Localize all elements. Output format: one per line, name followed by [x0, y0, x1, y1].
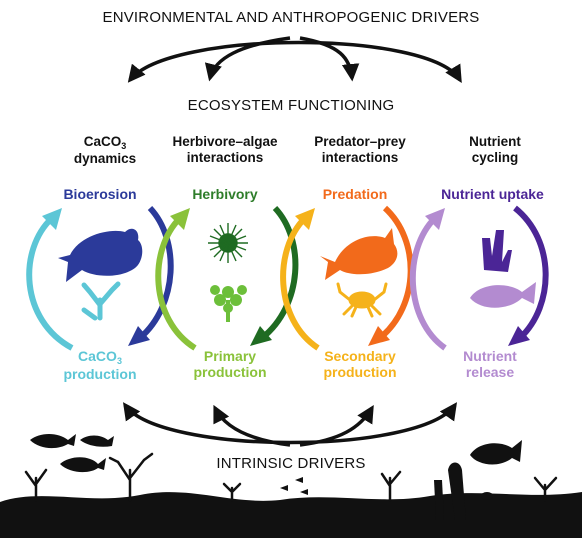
- sea-urchin-icon: [208, 223, 248, 263]
- label-caco3-production: CaCO3 production: [63, 348, 137, 383]
- coral-icon: [81, 281, 121, 321]
- cycle-caco3: [26, 205, 174, 351]
- crab-icon: [336, 282, 388, 318]
- sponge-icon: [482, 230, 512, 272]
- label-predation: Predation: [322, 186, 388, 202]
- algae-icon: [210, 285, 247, 322]
- top-driver-arrows: [127, 36, 462, 83]
- category-caco3-dynamics: CaCO3 dynamics: [73, 134, 137, 167]
- bottom-driver-arrows: [122, 402, 458, 447]
- label-herbivory: Herbivory: [192, 186, 258, 202]
- reef-silhouette: [0, 434, 582, 538]
- category-nutrient-cycling: Nutrient cycling: [469, 134, 521, 165]
- parrotfish-icon: [58, 228, 143, 282]
- heading-ecosystem-functioning: ECOSYSTEM FUNCTIONING: [187, 97, 395, 114]
- category-herbivore-algae: Herbivore–algae interactions: [172, 134, 278, 165]
- grouper-fish-icon: [320, 228, 398, 280]
- cycle-herbivory: [155, 205, 299, 351]
- fish-icon: [470, 282, 536, 308]
- label-nutrient-uptake: Nutrient uptake: [441, 186, 544, 202]
- category-predator-prey: Predator–prey interactions: [314, 134, 406, 165]
- label-nutrient-release: Nutrient release: [463, 348, 517, 381]
- label-primary-production: Primary production: [193, 348, 267, 381]
- label-bioerosion: Bioerosion: [63, 186, 137, 202]
- heading-environmental-drivers: ENVIRONMENTAL AND ANTHROPOGENIC DRIVERS: [102, 9, 480, 26]
- heading-intrinsic-drivers: INTRINSIC DRIVERS: [216, 455, 366, 472]
- cycle-nutrient: [409, 205, 549, 351]
- label-secondary-production: Secondary production: [323, 348, 397, 381]
